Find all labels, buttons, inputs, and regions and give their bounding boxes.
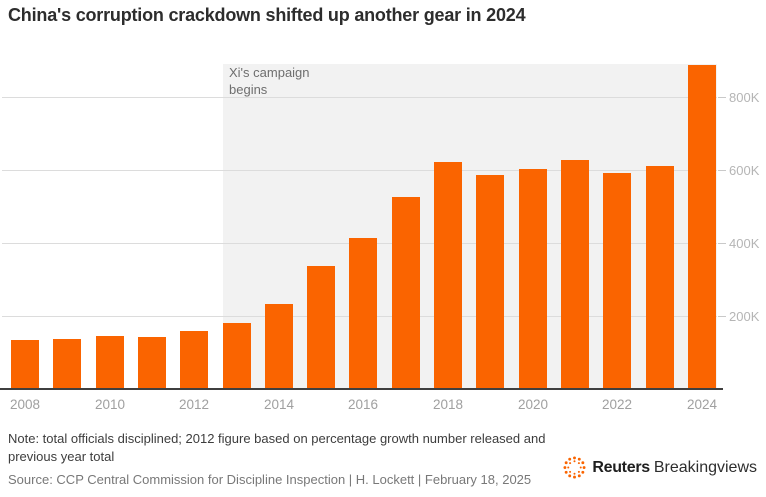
reuters-logo-icon [563, 456, 586, 479]
bar-2012 [180, 331, 208, 389]
x-tick-label-2022: 2022 [601, 397, 633, 412]
bar-2024 [688, 65, 716, 389]
x-axis-line [0, 388, 723, 390]
y-tick-600K [718, 170, 726, 171]
brand-text: Reuters Breakingviews [592, 459, 757, 477]
y-tick-label-400K: 400K [729, 236, 760, 251]
bar-2008 [11, 340, 39, 389]
bar-2021 [561, 160, 589, 389]
chart-source: Source: CCP Central Commission for Disci… [8, 472, 532, 487]
y-tick-200K [718, 316, 726, 317]
x-tick-label-2018: 2018 [432, 397, 464, 412]
y-tick-400K [718, 243, 726, 244]
annotation-xi-campaign: Xi's campaign begins [229, 65, 310, 97]
brand-lockup: Reuters Breakingviews [563, 456, 757, 479]
x-tick-label-2016: 2016 [347, 397, 379, 412]
y-tick-800K [718, 97, 726, 98]
brand-breakingviews: Breakingviews [653, 458, 757, 476]
x-tick-label-2012: 2012 [178, 397, 210, 412]
bar-2011 [138, 337, 166, 389]
bar-2016 [349, 238, 377, 389]
bar-2009 [53, 339, 81, 389]
highlight-region [223, 64, 717, 389]
bar-2017 [392, 197, 420, 389]
y-tick-label-200K: 200K [729, 309, 760, 324]
chart-title: China's corruption crackdown shifted up … [8, 5, 526, 25]
bar-2018 [434, 162, 462, 389]
bar-2013 [223, 323, 251, 389]
bar-2014 [265, 304, 293, 389]
bar-2010 [96, 336, 124, 389]
x-tick-label-2010: 2010 [94, 397, 126, 412]
chart-note: Note: total officials disciplined; 2012 … [8, 431, 546, 464]
bar-2023 [646, 166, 674, 389]
gridline-800K [2, 97, 717, 98]
bar-2020 [519, 169, 547, 389]
gridline-600K [2, 170, 717, 171]
y-tick-label-600K: 600K [729, 163, 760, 178]
y-tick-label-800K: 800K [729, 90, 760, 105]
bar-2022 [603, 173, 631, 389]
x-tick-label-2014: 2014 [263, 397, 295, 412]
bar-2019 [476, 175, 504, 389]
brand-reuters: Reuters [592, 458, 650, 476]
x-tick-label-2020: 2020 [517, 397, 549, 412]
bar-2015 [307, 266, 335, 389]
x-tick-label-2008: 2008 [9, 397, 41, 412]
x-tick-label-2024: 2024 [686, 397, 718, 412]
